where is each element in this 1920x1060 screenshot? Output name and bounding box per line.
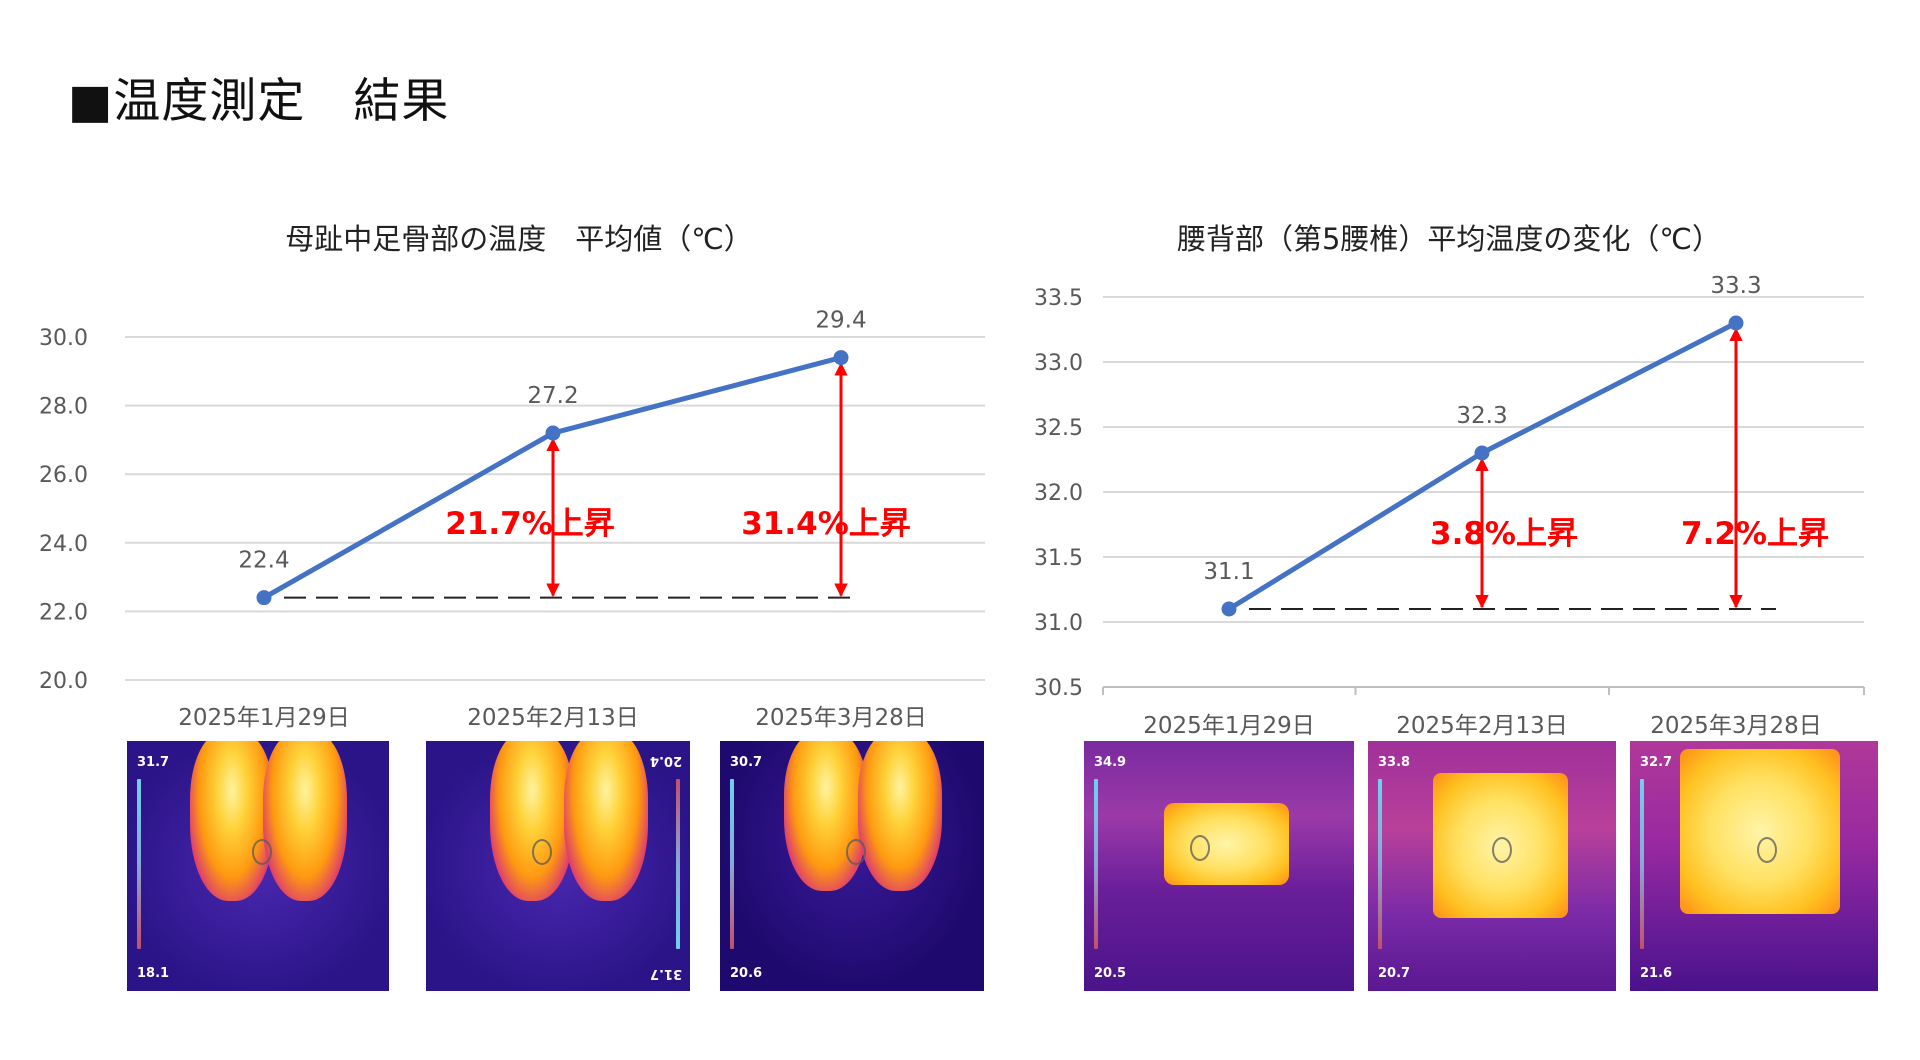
y-tick-label: 24.0 <box>39 532 88 557</box>
annotation-bg <box>1675 513 1835 551</box>
color-scale-bar <box>1378 779 1382 949</box>
y-tick-label: 33.5 <box>1034 286 1083 311</box>
right-foot-heat <box>263 741 348 901</box>
color-scale-bar <box>1640 779 1644 949</box>
x-category-label: 2025年1月29日 <box>178 705 349 731</box>
annotation-bg <box>746 503 906 541</box>
charts-canvas: 母趾中足骨部の温度 平均値（℃） 20.0 22.0 24.0 26.0 28.0 30.… <box>39 222 1865 739</box>
data-point <box>1474 445 1490 461</box>
data-point <box>1221 601 1237 617</box>
scale-min-label: 18.1 <box>137 966 170 981</box>
data-label: 22.4 <box>238 548 289 574</box>
page-title: ■温度測定 結果 <box>68 74 450 129</box>
scale-min-label: 20.7 <box>1378 966 1411 981</box>
scale-max-label: 30.7 <box>730 755 763 770</box>
color-scale-bar <box>137 779 141 949</box>
scale-max-label: 31.7 <box>137 755 170 770</box>
y-tick-label: 31.5 <box>1034 546 1083 571</box>
data-label: 31.1 <box>1203 559 1254 585</box>
scale-min-label: 20.6 <box>730 966 763 981</box>
y-tick-label: 30.0 <box>39 326 88 351</box>
color-scale-bar <box>676 779 680 949</box>
measurement-reticle <box>251 839 272 865</box>
annotation-bg <box>1424 513 1584 551</box>
measurement-reticle <box>1757 837 1777 863</box>
lumbar-temperature-chart: 腰背部（第5腰椎）平均温度の変化（℃） 30.5 31.0 31.5 32.0 32.5… <box>1034 222 1865 739</box>
y-tick-label: 28.0 <box>39 395 88 420</box>
measurement-reticle <box>1190 835 1210 861</box>
foot-thermal-image: 20.4 31.7 <box>426 741 690 991</box>
measurement-reticle <box>1492 837 1512 863</box>
increase-annotation: 3.8%上昇 <box>1430 516 1578 552</box>
lumbar-heat-pad <box>1680 749 1840 914</box>
x-category-label: 2025年3月28日 <box>1650 713 1821 739</box>
foot-thermal-image: 31.7 18.1 <box>127 741 389 991</box>
data-label: 33.3 <box>1710 273 1761 299</box>
annotation-bg <box>450 503 610 541</box>
data-label: 32.3 <box>1456 403 1507 429</box>
data-point <box>833 350 849 366</box>
foot-thermal-image: 30.7 20.6 <box>720 741 984 991</box>
color-scale-bar <box>730 779 734 949</box>
back-thermal-image: 34.9 20.5 <box>1084 741 1354 991</box>
data-label: 27.2 <box>527 383 578 409</box>
y-tick-label: 31.0 <box>1034 611 1083 636</box>
scale-max-label: 20.4 <box>649 753 682 768</box>
y-tick-label: 32.0 <box>1034 481 1083 506</box>
y-tick-label: 20.0 <box>39 669 88 694</box>
increase-annotation: 31.4%上昇 <box>741 506 911 542</box>
measurement-reticle <box>845 839 866 865</box>
data-point <box>1728 315 1744 331</box>
color-scale-bar <box>1094 779 1098 949</box>
scale-max-label: 32.7 <box>1640 755 1673 770</box>
left-foot-heat <box>189 741 274 901</box>
foot-temperature-chart: 母趾中足骨部の温度 平均値（℃） 20.0 22.0 24.0 26.0 28.0 30.… <box>39 222 985 731</box>
y-tick-label: 26.0 <box>39 463 88 488</box>
measurement-reticle <box>531 839 552 865</box>
y-tick-label: 32.5 <box>1034 416 1083 441</box>
scale-max-label: 34.9 <box>1094 755 1127 770</box>
y-tick-label: 33.0 <box>1034 351 1083 376</box>
data-point <box>545 425 561 441</box>
back-thermal-image: 33.8 20.7 <box>1368 741 1616 991</box>
x-category-label: 2025年1月29日 <box>1143 713 1314 739</box>
back-thermal-image: 32.7 21.6 <box>1630 741 1878 991</box>
scale-max-label: 33.8 <box>1378 755 1411 770</box>
x-category-label: 2025年2月13日 <box>1396 713 1567 739</box>
x-category-label: 2025年2月13日 <box>467 705 638 731</box>
scale-min-label: 31.7 <box>649 966 682 981</box>
data-point <box>256 590 272 606</box>
scale-min-label: 20.5 <box>1094 966 1127 981</box>
increase-annotation: 21.7%上昇 <box>445 506 615 542</box>
lumbar-heat-pad <box>1164 803 1289 885</box>
increase-annotation: 7.2%上昇 <box>1681 516 1829 552</box>
x-category-label: 2025年3月28日 <box>755 705 926 731</box>
right-foot-heat <box>563 741 648 901</box>
left-foot-heat <box>783 741 868 891</box>
left-foot-heat <box>489 741 574 901</box>
y-tick-label: 22.0 <box>39 600 88 625</box>
data-label: 29.4 <box>815 308 866 334</box>
scale-min-label: 21.6 <box>1640 966 1673 981</box>
y-tick-label: 30.5 <box>1034 676 1083 701</box>
chart-title: 母趾中足骨部の温度 平均値（℃） <box>285 222 753 256</box>
right-foot-heat <box>857 741 942 891</box>
chart-title: 腰背部（第5腰椎）平均温度の変化（℃） <box>1177 222 1721 256</box>
